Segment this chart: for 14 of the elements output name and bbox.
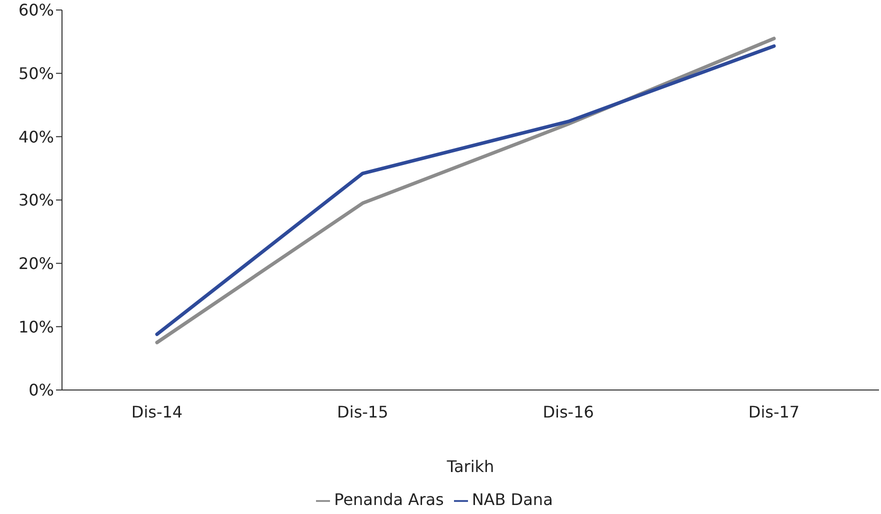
x-tick-label: Dis-14 — [131, 402, 183, 422]
y-tick-label: 40% — [18, 127, 54, 146]
y-tick-label: 30% — [18, 190, 54, 210]
x-tick-label: Dis-15 — [337, 402, 388, 422]
y-tick-label: 20% — [18, 254, 54, 274]
x-tick-label: Dis-17 — [748, 402, 800, 422]
y-tick-label: 10% — [18, 317, 54, 336]
y-tick-label: 60% — [18, 0, 54, 20]
y-tick-label: 50% — [18, 64, 54, 84]
x-axis-title: Tarikh — [446, 457, 494, 476]
legend-label: NAB Dana — [472, 490, 553, 509]
legend-label: Penanda Aras — [334, 490, 444, 509]
y-tick-label: 0% — [28, 380, 54, 400]
x-tick-label: Dis-16 — [542, 402, 594, 422]
